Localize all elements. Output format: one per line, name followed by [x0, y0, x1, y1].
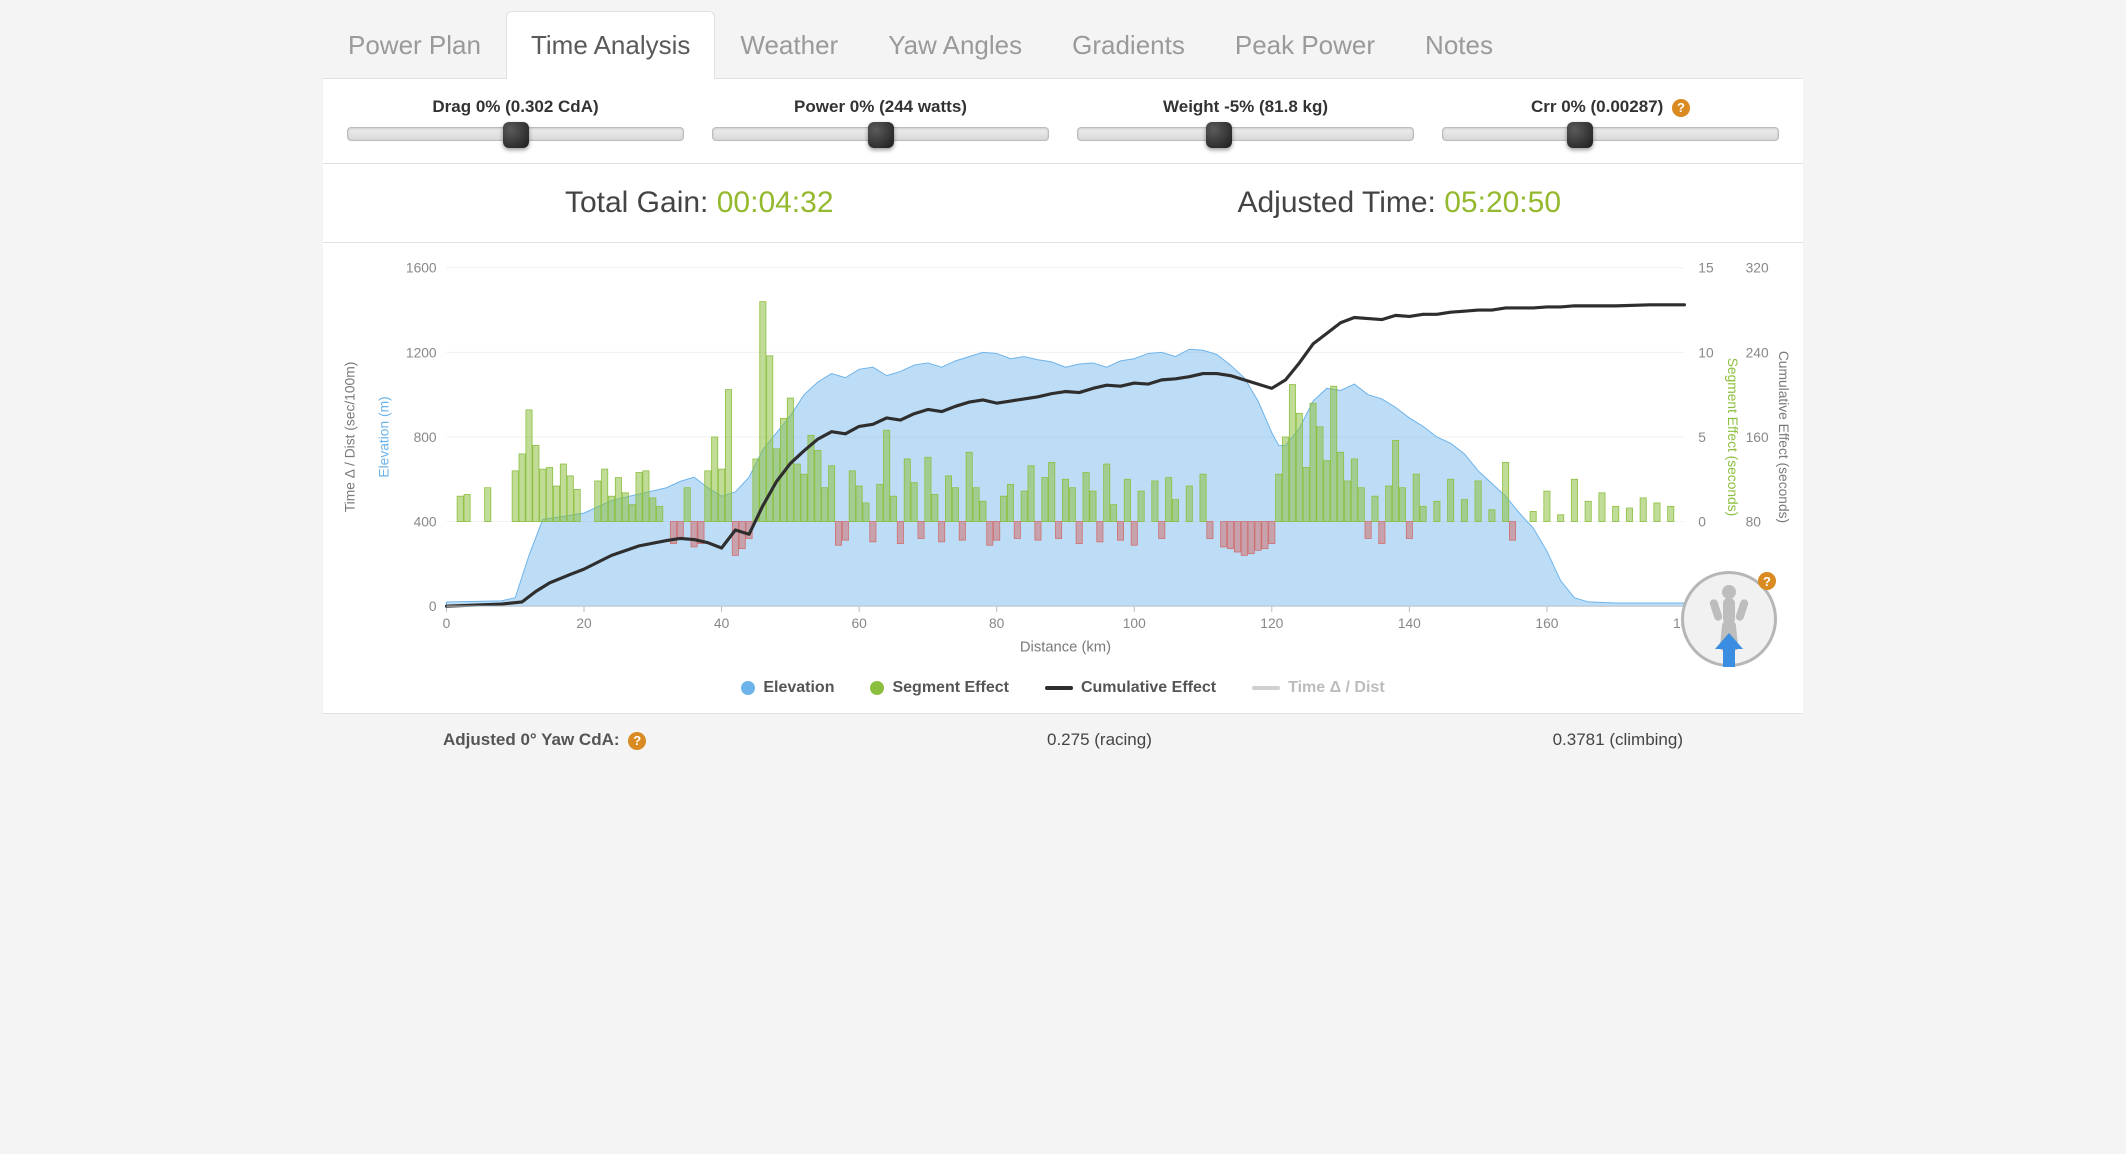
tab-power-plan[interactable]: Power Plan [323, 11, 506, 79]
legend-label: Cumulative Effect [1081, 679, 1216, 697]
legend-label: Elevation [763, 679, 834, 697]
slider-weight: Weight -5% (81.8 kg) [1063, 97, 1428, 141]
svg-text:800: 800 [414, 429, 437, 445]
svg-text:10: 10 [1698, 344, 1714, 360]
footer-right: 0.3781 (climbing) [1553, 730, 1683, 750]
legend-item-cumulative-effect[interactable]: Cumulative Effect [1045, 679, 1216, 697]
legend-swatch [1045, 686, 1073, 690]
svg-text:Elevation (m): Elevation (m) [375, 396, 391, 477]
svg-text:320: 320 [1746, 260, 1769, 276]
tab-bar: Power PlanTime AnalysisWeatherYaw Angles… [323, 10, 1803, 79]
slider-thumb-drag[interactable] [503, 122, 529, 148]
up-arrow-icon [1715, 633, 1743, 672]
legend-swatch [741, 681, 755, 695]
tab-gradients[interactable]: Gradients [1047, 11, 1210, 79]
slider-thumb-power[interactable] [868, 122, 894, 148]
legend-swatch [870, 681, 884, 695]
slider-label-drag: Drag 0% (0.302 CdA) [347, 97, 684, 117]
svg-text:140: 140 [1398, 615, 1421, 631]
svg-text:15: 15 [1698, 260, 1714, 276]
slider-crr: Crr 0% (0.00287) ? [1428, 97, 1793, 141]
svg-text:5: 5 [1698, 429, 1706, 445]
total-gain-value: 00:04:32 [717, 186, 834, 219]
yaw-cda-label: Adjusted 0° Yaw CdA: [443, 730, 620, 749]
tab-peak-power[interactable]: Peak Power [1210, 11, 1400, 79]
svg-text:80: 80 [989, 615, 1005, 631]
footer-row: Adjusted 0° Yaw CdA: ? 0.275 (racing) 0.… [323, 713, 1803, 766]
legend-item-elevation[interactable]: Elevation [741, 679, 834, 697]
slider-thumb-crr[interactable] [1567, 122, 1593, 148]
slider-track-drag[interactable] [347, 127, 684, 141]
footer-center: 0.275 (racing) [1047, 730, 1152, 750]
legend-swatch [1252, 686, 1280, 690]
legend-item-time-dist[interactable]: Time Δ / Dist [1252, 679, 1385, 697]
svg-text:80: 80 [1746, 513, 1762, 529]
chart-panel: 040080012001600020406080100120140160180-… [323, 243, 1803, 671]
svg-text:40: 40 [714, 615, 730, 631]
svg-text:Segment Effect (seconds): Segment Effect (seconds) [1725, 358, 1741, 517]
slider-drag: Drag 0% (0.302 CdA) [333, 97, 698, 141]
chart-container: 040080012001600020406080100120140160180-… [323, 243, 1803, 713]
svg-text:160: 160 [1535, 615, 1558, 631]
svg-text:1600: 1600 [406, 260, 437, 276]
footer-left: Adjusted 0° Yaw CdA: ? [443, 730, 646, 750]
svg-text:120: 120 [1260, 615, 1283, 631]
total-gain: Total Gain: 00:04:32 [565, 186, 834, 220]
slider-label-crr: Crr 0% (0.00287) ? [1442, 97, 1779, 117]
slider-thumb-weight[interactable] [1206, 122, 1232, 148]
svg-text:0: 0 [443, 615, 451, 631]
chart-legend: Elevation Segment Effect Cumulative Effect… [323, 671, 1803, 713]
slider-row: Drag 0% (0.302 CdA) Power 0% (244 watts) W… [323, 79, 1803, 164]
svg-text:240: 240 [1746, 344, 1769, 360]
tab-notes[interactable]: Notes [1400, 11, 1518, 79]
slider-power: Power 0% (244 watts) [698, 97, 1063, 141]
tab-time-analysis[interactable]: Time Analysis [506, 11, 715, 79]
svg-text:100: 100 [1123, 615, 1146, 631]
legend-label: Segment Effect [892, 679, 1008, 697]
total-gain-label: Total Gain: [565, 186, 708, 219]
svg-text:160: 160 [1746, 429, 1769, 445]
tab-yaw-angles[interactable]: Yaw Angles [863, 11, 1047, 79]
help-icon[interactable]: ? [628, 732, 646, 750]
help-icon[interactable]: ? [1672, 99, 1690, 117]
slider-track-weight[interactable] [1077, 127, 1414, 141]
svg-text:Cumulative Effect (seconds): Cumulative Effect (seconds) [1776, 351, 1792, 523]
slider-track-crr[interactable] [1442, 127, 1779, 141]
svg-text:Time Δ / Dist (sec/100m): Time Δ / Dist (sec/100m) [342, 362, 358, 513]
legend-label: Time Δ / Dist [1288, 679, 1385, 697]
slider-track-power[interactable] [712, 127, 1049, 141]
svg-text:0: 0 [429, 598, 437, 614]
summary-row: Total Gain: 00:04:32 Adjusted Time: 05:2… [323, 164, 1803, 243]
tab-weather[interactable]: Weather [715, 11, 863, 79]
adjusted-time: Adjusted Time: 05:20:50 [1237, 186, 1561, 220]
slider-label-weight: Weight -5% (81.8 kg) [1077, 97, 1414, 117]
svg-text:60: 60 [851, 615, 867, 631]
adjusted-time-value: 05:20:50 [1444, 186, 1561, 219]
svg-text:400: 400 [414, 513, 437, 529]
legend-item-segment-effect[interactable]: Segment Effect [870, 679, 1008, 697]
svg-text:20: 20 [576, 615, 592, 631]
svg-text:0: 0 [1698, 513, 1706, 529]
svg-text:Distance (km): Distance (km) [1020, 640, 1111, 656]
rider-pose-bubble[interactable]: ? [1681, 571, 1777, 667]
svg-text:1200: 1200 [406, 344, 437, 360]
slider-label-power: Power 0% (244 watts) [712, 97, 1049, 117]
time-analysis-chart[interactable]: 040080012001600020406080100120140160180-… [333, 253, 1793, 667]
adjusted-time-label: Adjusted Time: [1237, 186, 1435, 219]
